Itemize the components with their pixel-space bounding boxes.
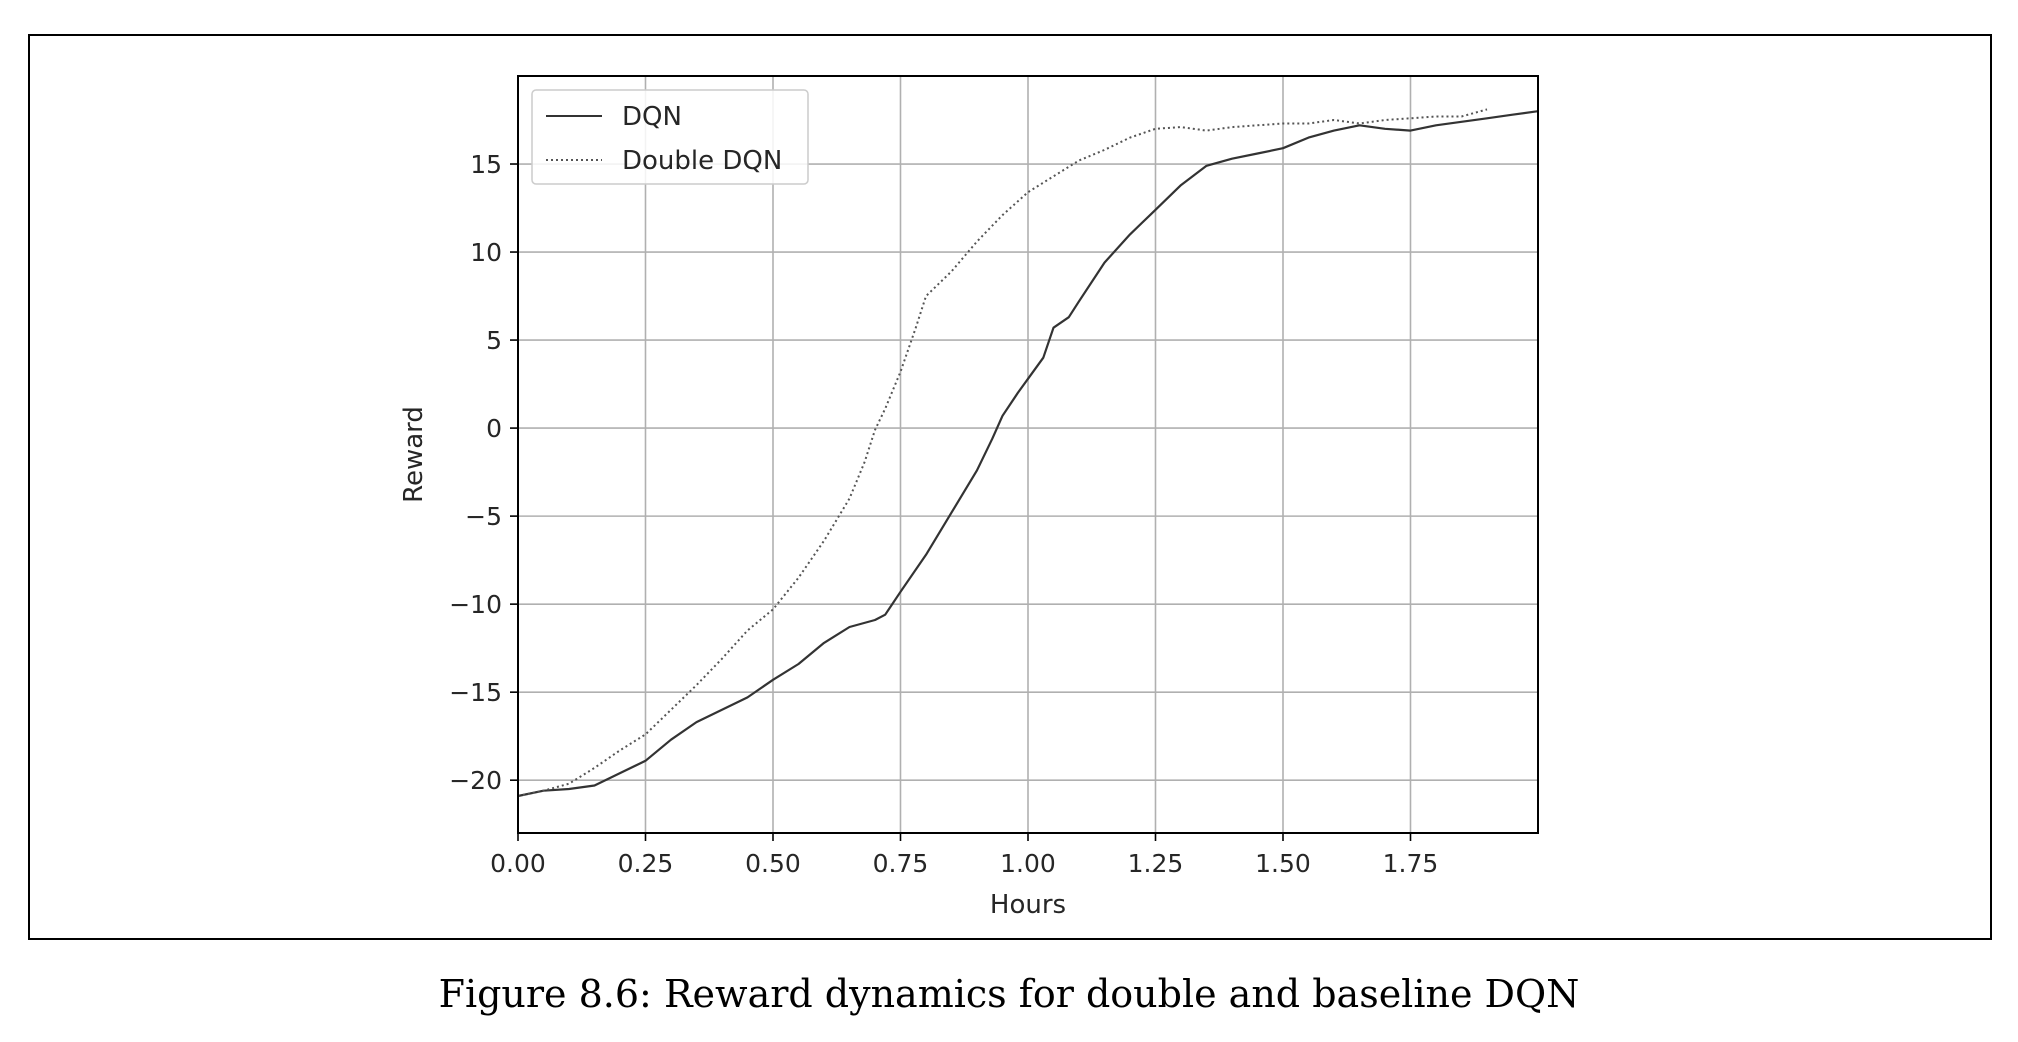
legend-label-double-dqn: Double DQN [622,146,782,176]
y-axis-ticks: −20 −15 −10 −5 0 5 10 15 [449,150,518,795]
legend-label-dqn: DQN [622,102,682,132]
x-tick-label: 1.25 [1128,849,1184,878]
x-tick-label: 0.75 [873,849,929,878]
series-line-dqn [517,110,1539,798]
grid-lines [517,76,1538,833]
x-tick-label: 1.50 [1255,849,1311,878]
y-tick-label: −10 [449,590,502,619]
x-axis-label: Hours [990,890,1066,920]
y-tick-label: 15 [470,150,502,179]
x-tick-label: 1.75 [1383,849,1439,878]
figure-caption: Figure 8.6: Reward dynamics for double a… [438,972,1580,1016]
y-tick-label: −5 [465,502,502,531]
x-tick-label: 1.00 [1000,849,1056,878]
y-tick-label: 0 [486,414,502,443]
legend: DQN Double DQN [531,89,809,185]
series-lines [517,108,1539,798]
figure-frame [28,34,1992,940]
y-tick-label: −15 [449,678,502,707]
y-tick-label: 10 [470,238,502,267]
x-tick-label: 0.50 [745,849,801,878]
y-tick-label: 5 [486,326,502,355]
x-axis-ticks: 0.00 0.25 0.50 0.75 1.00 1.25 1.50 1.75 [490,833,1438,878]
y-tick-label: −20 [449,766,502,795]
y-axis-label: Reward [399,406,429,503]
series-line-double-dqn [517,108,1488,797]
x-tick-label: 0.25 [618,849,674,878]
x-tick-label: 0.00 [490,849,546,878]
